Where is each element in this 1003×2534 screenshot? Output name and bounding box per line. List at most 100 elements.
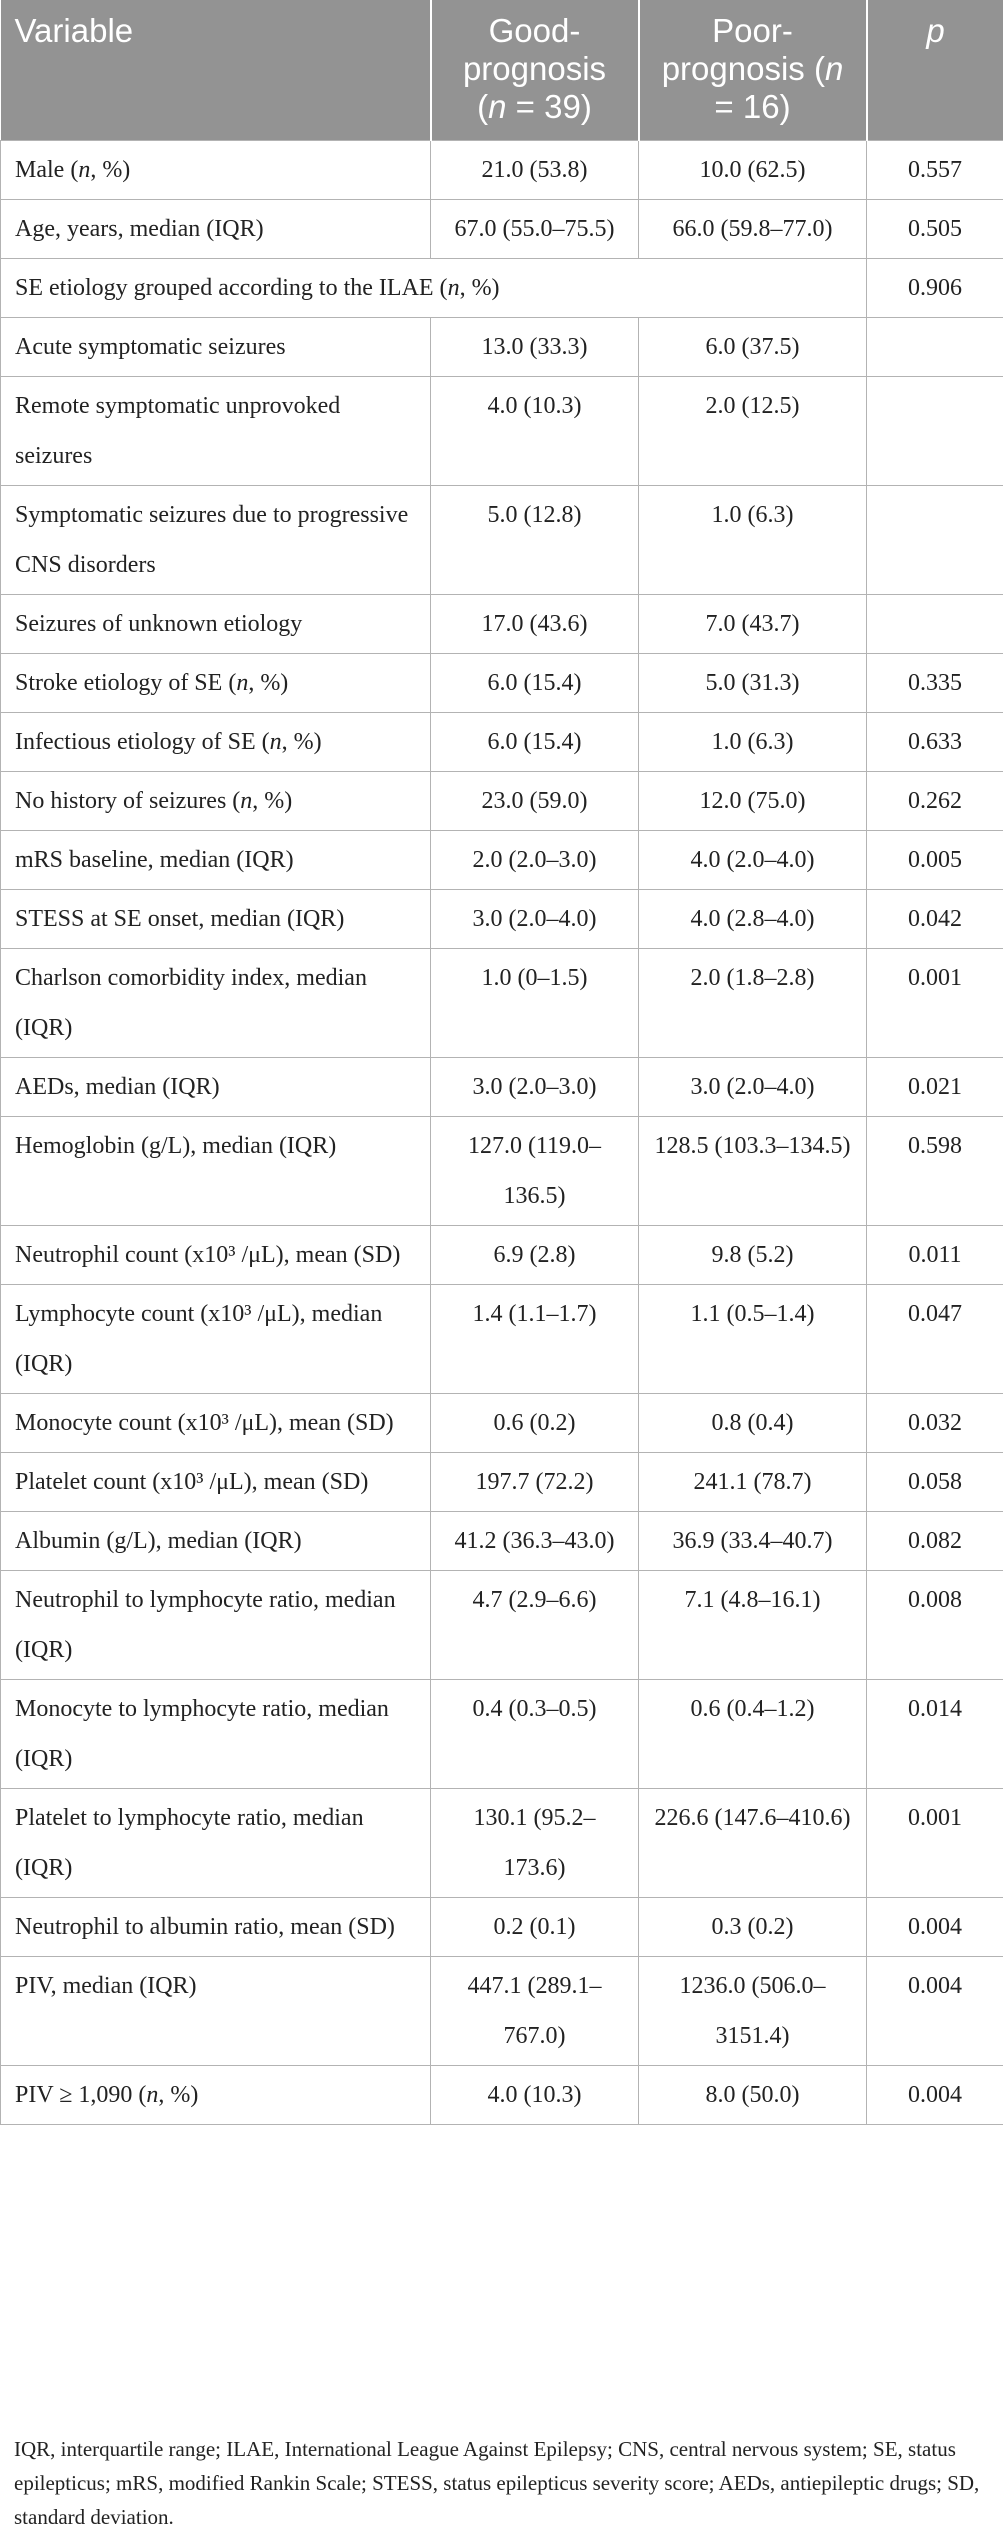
p-value-cell: 0.001 xyxy=(867,1789,1003,1898)
p-value-cell xyxy=(867,318,1003,377)
good-prognosis-cell: 67.0 (55.0–75.5) xyxy=(431,200,639,259)
table-row: Platelet count (x10³ /μL), mean (SD)197.… xyxy=(1,1453,1003,1512)
poor-prognosis-cell: 0.3 (0.2) xyxy=(639,1898,867,1957)
table-row: Monocyte to lymphocyte ratio, median (IQ… xyxy=(1,1680,1003,1789)
header-good-prognosis: Good-prognosis (n = 39) xyxy=(431,0,639,141)
poor-prognosis-cell: 6.0 (37.5) xyxy=(639,318,867,377)
variable-cell: Neutrophil to lymphocyte ratio, median (… xyxy=(1,1571,431,1680)
header-row: Variable Good-prognosis (n = 39) Poor-pr… xyxy=(1,0,1003,141)
good-prognosis-cell: 6.0 (15.4) xyxy=(431,654,639,713)
p-value-cell: 0.335 xyxy=(867,654,1003,713)
table-row: Neutrophil to lymphocyte ratio, median (… xyxy=(1,1571,1003,1680)
table-row: AEDs, median (IQR)3.0 (2.0–3.0)3.0 (2.0–… xyxy=(1,1058,1003,1117)
good-prognosis-cell: 4.0 (10.3) xyxy=(431,377,639,486)
variable-cell: Monocyte to lymphocyte ratio, median (IQ… xyxy=(1,1680,431,1789)
table-row: Platelet to lymphocyte ratio, median (IQ… xyxy=(1,1789,1003,1898)
p-value-cell: 0.014 xyxy=(867,1680,1003,1789)
table-row: Infectious etiology of SE (n, %)6.0 (15.… xyxy=(1,713,1003,772)
p-value-cell: 0.082 xyxy=(867,1512,1003,1571)
good-prognosis-cell: 447.1 (289.1–767.0) xyxy=(431,1957,639,2066)
p-value-cell: 0.598 xyxy=(867,1117,1003,1226)
table-row: SE etiology grouped according to the ILA… xyxy=(1,259,1003,318)
variable-cell: PIV, median (IQR) xyxy=(1,1957,431,2066)
variable-cell: Lymphocyte count (x10³ /μL), median (IQR… xyxy=(1,1285,431,1394)
good-prognosis-cell: 5.0 (12.8) xyxy=(431,486,639,595)
p-value-cell: 0.005 xyxy=(867,831,1003,890)
poor-prognosis-cell: 241.1 (78.7) xyxy=(639,1453,867,1512)
p-value-cell: 0.004 xyxy=(867,2066,1003,2125)
variable-cell: Platelet to lymphocyte ratio, median (IQ… xyxy=(1,1789,431,1898)
variable-cell: PIV ≥ 1,090 (n, %) xyxy=(1,2066,431,2125)
poor-prognosis-cell: 8.0 (50.0) xyxy=(639,2066,867,2125)
p-value-cell: 0.557 xyxy=(867,141,1003,200)
variable-cell: Neutrophil to albumin ratio, mean (SD) xyxy=(1,1898,431,1957)
variable-cell: Male (n, %) xyxy=(1,141,431,200)
poor-prognosis-cell: 0.8 (0.4) xyxy=(639,1394,867,1453)
p-value-cell: 0.004 xyxy=(867,1898,1003,1957)
p-value-cell: 0.262 xyxy=(867,772,1003,831)
table-row: Neutrophil to albumin ratio, mean (SD) 0.… xyxy=(1,1898,1003,1957)
variable-cell: AEDs, median (IQR) xyxy=(1,1058,431,1117)
poor-prognosis-cell: 9.8 (5.2) xyxy=(639,1226,867,1285)
variable-cell: Charlson comorbidity index, median (IQR) xyxy=(1,949,431,1058)
results-table: Variable Good-prognosis (n = 39) Poor-pr… xyxy=(0,0,1003,2125)
good-prognosis-cell: 130.1 (95.2–173.6) xyxy=(431,1789,639,1898)
p-value-cell: 0.633 xyxy=(867,713,1003,772)
table-footnote: IQR, interquartile range; ILAE, Internat… xyxy=(14,2432,984,2534)
poor-prognosis-cell: 7.0 (43.7) xyxy=(639,595,867,654)
poor-prognosis-cell: 1.1 (0.5–1.4) xyxy=(639,1285,867,1394)
variable-cell: SE etiology grouped according to the ILA… xyxy=(1,259,867,318)
table-row: Charlson comorbidity index, median (IQR)… xyxy=(1,949,1003,1058)
good-prognosis-cell: 2.0 (2.0–3.0) xyxy=(431,831,639,890)
table-row: PIV, median (IQR)447.1 (289.1–767.0)1236… xyxy=(1,1957,1003,2066)
table-row: Albumin (g/L), median (IQR)41.2 (36.3–43… xyxy=(1,1512,1003,1571)
poor-prognosis-cell: 1236.0 (506.0–3151.4) xyxy=(639,1957,867,2066)
poor-prognosis-cell: 3.0 (2.0–4.0) xyxy=(639,1058,867,1117)
poor-prognosis-cell: 0.6 (0.4–1.2) xyxy=(639,1680,867,1789)
variable-cell: Acute symptomatic seizures xyxy=(1,318,431,377)
p-value-cell: 0.032 xyxy=(867,1394,1003,1453)
p-value-cell: 0.058 xyxy=(867,1453,1003,1512)
table-row: Age, years, median (IQR)67.0 (55.0–75.5)… xyxy=(1,200,1003,259)
p-value-cell: 0.021 xyxy=(867,1058,1003,1117)
p-value-cell: 0.042 xyxy=(867,890,1003,949)
good-prognosis-cell: 1.4 (1.1–1.7) xyxy=(431,1285,639,1394)
good-prognosis-cell: 0.6 (0.2) xyxy=(431,1394,639,1453)
variable-cell: No history of seizures (n, %) xyxy=(1,772,431,831)
table-row: Lymphocyte count (x10³ /μL), median (IQR… xyxy=(1,1285,1003,1394)
variable-cell: Hemoglobin (g/L), median (IQR) xyxy=(1,1117,431,1226)
poor-prognosis-cell: 2.0 (12.5) xyxy=(639,377,867,486)
p-value-cell: 0.505 xyxy=(867,200,1003,259)
good-prognosis-cell: 0.4 (0.3–0.5) xyxy=(431,1680,639,1789)
poor-prognosis-cell: 4.0 (2.8–4.0) xyxy=(639,890,867,949)
table-row: Symptomatic seizures due to progressive … xyxy=(1,486,1003,595)
variable-cell: Seizures of unknown etiology xyxy=(1,595,431,654)
variable-cell: Albumin (g/L), median (IQR) xyxy=(1,1512,431,1571)
poor-prognosis-cell: 12.0 (75.0) xyxy=(639,772,867,831)
good-prognosis-cell: 6.9 (2.8) xyxy=(431,1226,639,1285)
good-prognosis-cell: 1.0 (0–1.5) xyxy=(431,949,639,1058)
table-header: Variable Good-prognosis (n = 39) Poor-pr… xyxy=(1,0,1003,141)
good-prognosis-cell: 127.0 (119.0–136.5) xyxy=(431,1117,639,1226)
poor-prognosis-cell: 128.5 (103.3–134.5) xyxy=(639,1117,867,1226)
p-value-cell: 0.906 xyxy=(867,259,1003,318)
table-row: Monocyte count (x10³ /μL), mean (SD)0.6 … xyxy=(1,1394,1003,1453)
table-row: Hemoglobin (g/L), median (IQR)127.0 (119… xyxy=(1,1117,1003,1226)
p-value-cell: 0.004 xyxy=(867,1957,1003,2066)
p-value-cell: 0.008 xyxy=(867,1571,1003,1680)
table-row: STESS at SE onset, median (IQR)3.0 (2.0–… xyxy=(1,890,1003,949)
header-variable: Variable xyxy=(1,0,431,141)
variable-cell: Platelet count (x10³ /μL), mean (SD) xyxy=(1,1453,431,1512)
p-value-cell xyxy=(867,595,1003,654)
good-prognosis-cell: 21.0 (53.8) xyxy=(431,141,639,200)
poor-prognosis-cell: 10.0 (62.5) xyxy=(639,141,867,200)
poor-prognosis-cell: 2.0 (1.8–2.8) xyxy=(639,949,867,1058)
good-prognosis-cell: 3.0 (2.0–3.0) xyxy=(431,1058,639,1117)
good-prognosis-cell: 4.0 (10.3) xyxy=(431,2066,639,2125)
poor-prognosis-cell: 7.1 (4.8–16.1) xyxy=(639,1571,867,1680)
variable-cell: Age, years, median (IQR) xyxy=(1,200,431,259)
